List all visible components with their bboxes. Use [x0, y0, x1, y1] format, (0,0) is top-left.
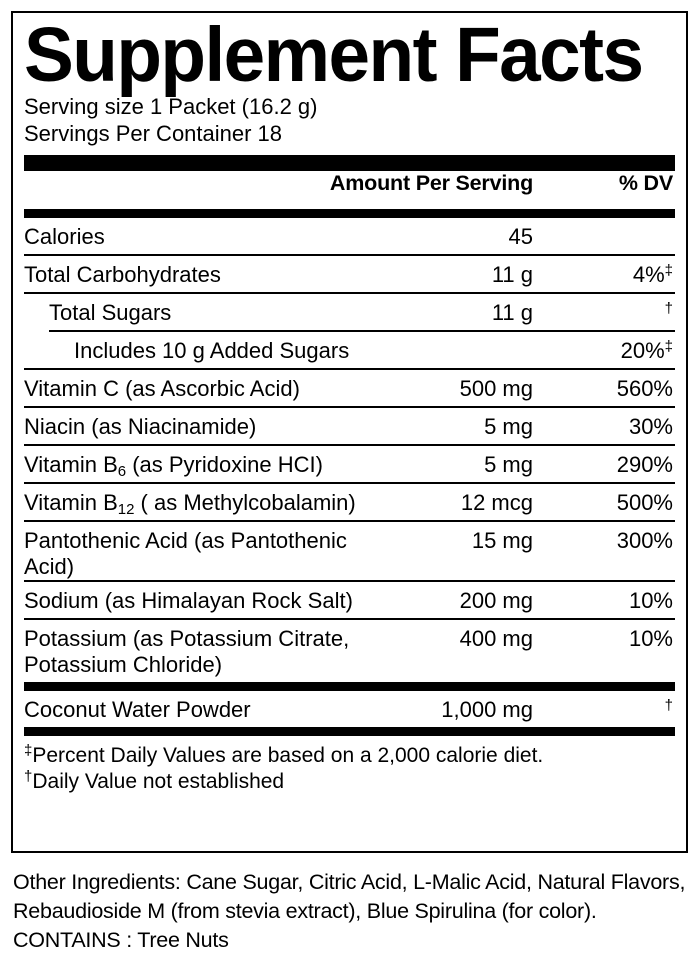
page-title: Supplement Facts [24, 12, 644, 98]
header-amount-per-serving: Amount Per Serving [329, 171, 533, 195]
column-headers: Amount Per Serving % DV [24, 171, 675, 209]
nutrient-name: Includes 10 g Added Sugars [74, 338, 350, 363]
nutrient-name: Total Carbohydrates [24, 262, 221, 287]
table-row: Vitamin B6 (as Pyridoxine HCI) 5 mg 290% [24, 446, 675, 482]
nutrient-amount: 12 mcg [460, 490, 533, 515]
row-divider [24, 292, 675, 294]
table-row: Potassium (as Potassium Citrate, Potassi… [24, 620, 675, 682]
footnote: †Daily Value not established [24, 768, 285, 793]
header-percent-dv: % DV [618, 171, 673, 195]
footnotes: ‡Percent Daily Values are based on a 2,0… [24, 736, 675, 795]
nutrient-amount: 5 mg [484, 452, 533, 477]
nutrient-daily-value: 10% [628, 626, 673, 651]
table-row: Total Sugars 11 g † [24, 294, 675, 330]
row-divider [24, 520, 675, 522]
row-divider [24, 482, 675, 484]
nutrient-daily-value: 30% [628, 414, 673, 439]
row-divider [24, 618, 675, 620]
table-row: Includes 10 g Added Sugars 20%‡ [24, 332, 675, 368]
nutrient-amount: 15 mg [471, 528, 533, 553]
heavy-divider-footnotes [24, 727, 675, 736]
nutrient-name: Sodium (as Himalayan Rock Salt) [24, 588, 353, 613]
nutrient-amount: 200 mg [459, 588, 533, 613]
nutrient-name: Vitamin B12 ( as Methylcobalamin) [24, 490, 356, 518]
heavy-divider-proprietary-top [24, 682, 675, 691]
table-row: Pantothenic Acid (as Pantothenic Acid) 15… [24, 522, 675, 580]
row-divider [24, 580, 675, 582]
heavy-divider-top [24, 155, 675, 171]
nutrient-name: Vitamin B6 (as Pyridoxine HCI) [24, 452, 323, 480]
table-row: Sodium (as Himalayan Rock Salt) 200 mg 10% [24, 582, 675, 618]
contains-statement: CONTAINS : Tree Nuts [13, 928, 229, 952]
heavy-divider-under-headers [24, 209, 675, 218]
nutrient-daily-value: 300% [616, 528, 673, 553]
other-ingredients: Other Ingredients: Cane Sugar, Citric Ac… [13, 870, 686, 923]
nutrient-amount: 11 g [491, 300, 533, 325]
nutrient-amount: 45 [508, 224, 533, 249]
proprietary-rows: Coconut Water Powder 1,000 mg † [24, 691, 675, 727]
nutrient-daily-value: 20%‡ [620, 338, 673, 363]
nutrient-amount: 400 mg [459, 626, 533, 651]
nutrient-name: Calories [24, 224, 105, 249]
row-divider [24, 406, 675, 408]
table-row: Calories 45 [24, 218, 675, 254]
row-divider [24, 368, 675, 370]
nutrient-daily-value: 500% [616, 490, 673, 515]
footnote: ‡Percent Daily Values are based on a 2,0… [24, 742, 544, 767]
nutrient-daily-value: 560% [616, 376, 673, 401]
row-divider [49, 330, 675, 332]
serving-size: Serving size 1 Packet (16.2 g) [24, 94, 318, 119]
nutrient-name: Pantothenic Acid (as Pantothenic Acid) [24, 528, 347, 579]
table-row: Vitamin B12 ( as Methylcobalamin) 12 mcg 5… [24, 484, 675, 520]
other-ingredients-block: Other Ingredients: Cane Sugar, Citric Ac… [13, 868, 691, 955]
nutrient-amount: 1,000 mg [441, 697, 533, 722]
table-row: Vitamin C (as Ascorbic Acid) 500 mg 560% [24, 370, 675, 406]
row-divider [24, 254, 675, 256]
nutrient-name: Potassium (as Potassium Citrate, Potassi… [24, 626, 350, 677]
nutrient-name: Coconut Water Powder [24, 697, 251, 722]
table-row: Total Carbohydrates 11 g 4%‡ [24, 256, 675, 292]
nutrient-amount: 500 mg [459, 376, 533, 401]
nutrient-rows: Calories 45 Total Carbohydrates 11 g 4%‡ Tota… [24, 218, 675, 682]
nutrient-daily-value: † [664, 300, 673, 317]
nutrient-name: Vitamin C (as Ascorbic Acid) [24, 376, 300, 401]
nutrient-name: Niacin (as Niacinamide) [24, 414, 257, 439]
table-row: Niacin (as Niacinamide) 5 mg 30% [24, 408, 675, 444]
facts-panel: Supplement Facts Serving size 1 Packet (… [11, 11, 688, 853]
table-row: Coconut Water Powder 1,000 mg † [24, 691, 675, 727]
serving-info: Serving size 1 Packet (16.2 g) Servings … [24, 94, 675, 147]
nutrient-daily-value: 10% [628, 588, 673, 613]
servings-per-container: Servings Per Container 18 [24, 120, 283, 146]
nutrient-name: Total Sugars [49, 300, 172, 325]
row-divider [24, 444, 675, 446]
nutrient-daily-value: † [664, 697, 673, 714]
nutrient-daily-value: 4%‡ [632, 262, 673, 287]
nutrient-amount: 5 mg [484, 414, 533, 439]
nutrient-amount: 11 g [491, 262, 533, 287]
nutrient-daily-value: 290% [616, 452, 673, 477]
